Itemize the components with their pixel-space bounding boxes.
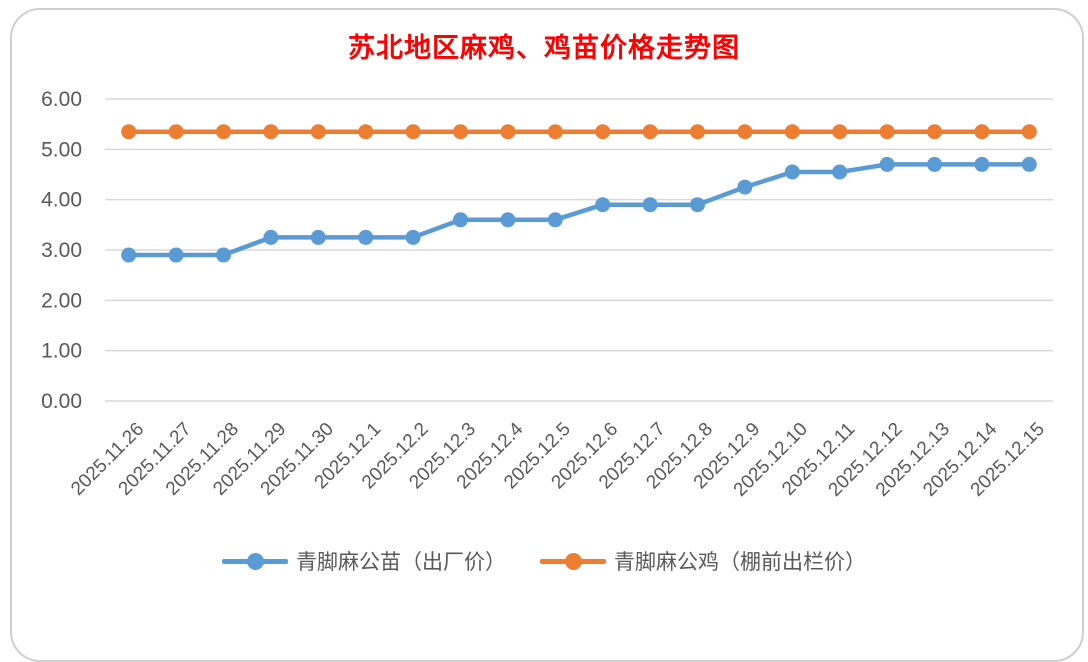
data-point-marker xyxy=(784,124,800,140)
y-axis-tick-label: 2.00 xyxy=(41,289,82,312)
data-point-marker xyxy=(737,179,753,195)
data-point-marker xyxy=(974,156,990,172)
data-point-marker xyxy=(547,124,563,140)
y-axis-tick-label: 4.00 xyxy=(41,189,82,212)
data-point-marker xyxy=(927,124,942,140)
y-axis-tick-label: 0.00 xyxy=(41,390,82,413)
series-line xyxy=(126,162,1032,258)
legend-label-chick-price: 青脚麻公苗（出厂价） xyxy=(296,550,506,574)
y-axis-tick-label: 3.00 xyxy=(41,239,82,262)
data-point-marker xyxy=(405,124,421,140)
data-point-marker xyxy=(832,164,848,180)
data-point-marker xyxy=(1021,124,1037,140)
legend-item-chick-price: 青脚麻公苗（出厂价） xyxy=(222,546,506,576)
chart-title: 苏北地区麻鸡、鸡苗价格走势图 xyxy=(348,33,740,64)
data-point-marker xyxy=(690,197,705,213)
data-point-marker xyxy=(310,229,326,245)
chart-border-frame xyxy=(10,8,1084,662)
y-axis-tick-label: 5.00 xyxy=(41,138,82,161)
data-point-marker xyxy=(927,156,942,172)
legend: 青脚麻公苗（出厂价） 青脚麻公鸡（棚前出栏价） xyxy=(0,546,1088,576)
data-point-marker xyxy=(216,124,231,140)
data-point-marker xyxy=(784,164,800,180)
data-point-marker xyxy=(879,156,895,172)
data-point-marker xyxy=(690,124,705,140)
data-point-marker xyxy=(547,212,563,228)
data-point-marker xyxy=(121,247,137,263)
y-axis-tick-label: 1.00 xyxy=(41,340,82,363)
data-point-marker xyxy=(500,212,516,228)
data-point-marker xyxy=(168,124,184,140)
data-point-marker xyxy=(595,124,611,140)
data-point-marker xyxy=(974,124,990,140)
data-point-marker xyxy=(216,247,231,263)
legend-label-chicken-price: 青脚麻公鸡（棚前出栏价） xyxy=(614,550,866,574)
data-point-marker xyxy=(595,197,611,213)
data-point-marker xyxy=(1021,156,1037,172)
data-point-marker xyxy=(642,124,658,140)
data-point-marker xyxy=(453,212,468,228)
data-point-marker xyxy=(500,124,516,140)
data-point-marker xyxy=(358,124,374,140)
legend-marker-blue-line-icon xyxy=(222,552,288,570)
data-point-marker xyxy=(168,247,184,263)
data-point-marker xyxy=(879,124,895,140)
data-point-marker xyxy=(453,124,468,140)
legend-item-chicken-price: 青脚麻公鸡（棚前出栏价） xyxy=(540,546,866,576)
legend-marker-orange-line-icon xyxy=(540,552,606,570)
data-point-marker xyxy=(642,197,658,213)
plot-area: 0.001.002.003.004.005.006.002025.11.2620… xyxy=(41,88,1053,501)
y-axis-tick-label: 6.00 xyxy=(41,88,82,111)
data-point-marker xyxy=(263,229,279,245)
data-point-marker xyxy=(737,124,753,140)
data-point-marker xyxy=(263,124,279,140)
data-point-marker xyxy=(832,124,848,140)
data-point-marker xyxy=(405,229,421,245)
data-point-marker xyxy=(358,229,374,245)
data-point-marker xyxy=(121,124,137,140)
data-point-marker xyxy=(310,124,326,140)
